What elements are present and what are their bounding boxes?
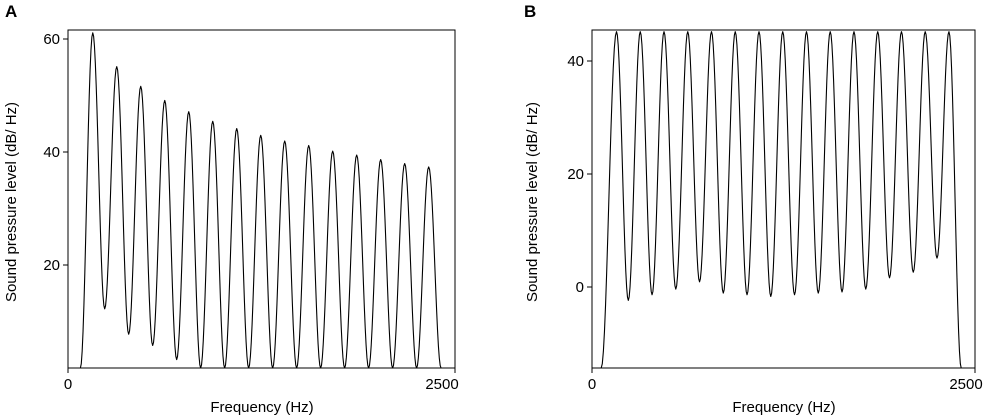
panel-b: B 40 20 0 0 2500 Frequency (Hz) Sound pr… [524,2,983,416]
y-tick-label-20-b: 20 [567,166,584,183]
plot-frame-a [67,29,456,369]
x-axis-title-b: Frequency (Hz) [732,399,835,416]
spectrum-line-a [79,32,442,369]
y-tick-label-20-a: 20 [43,257,60,274]
y-tick-label-40-a: 40 [43,144,60,161]
panel-a: A 60 40 20 0 2500 Frequency (Hz) Sound p… [3,2,459,416]
y-axis-title-b: Sound pressure level (dB/ Hz) [524,102,541,302]
panel-label-b: B [524,2,536,21]
plot-frame-b [591,29,976,369]
y-tick-label-60-a: 60 [43,31,60,48]
y-tick-label-0-b: 0 [576,279,584,296]
x-tick-label-2500-a: 2500 [425,376,458,393]
x-axis-title-a: Frequency (Hz) [210,399,313,416]
y-tick-label-40-b: 40 [567,53,584,70]
x-tick-label-0-b: 0 [588,376,596,393]
y-axis-title-a: Sound pressure level (dB/ Hz) [3,102,20,302]
x-tick-label-2500-b: 2500 [949,376,982,393]
x-tick-label-0-a: 0 [64,376,72,393]
spectrum-line-b [600,31,962,369]
panel-label-a: A [5,2,17,21]
